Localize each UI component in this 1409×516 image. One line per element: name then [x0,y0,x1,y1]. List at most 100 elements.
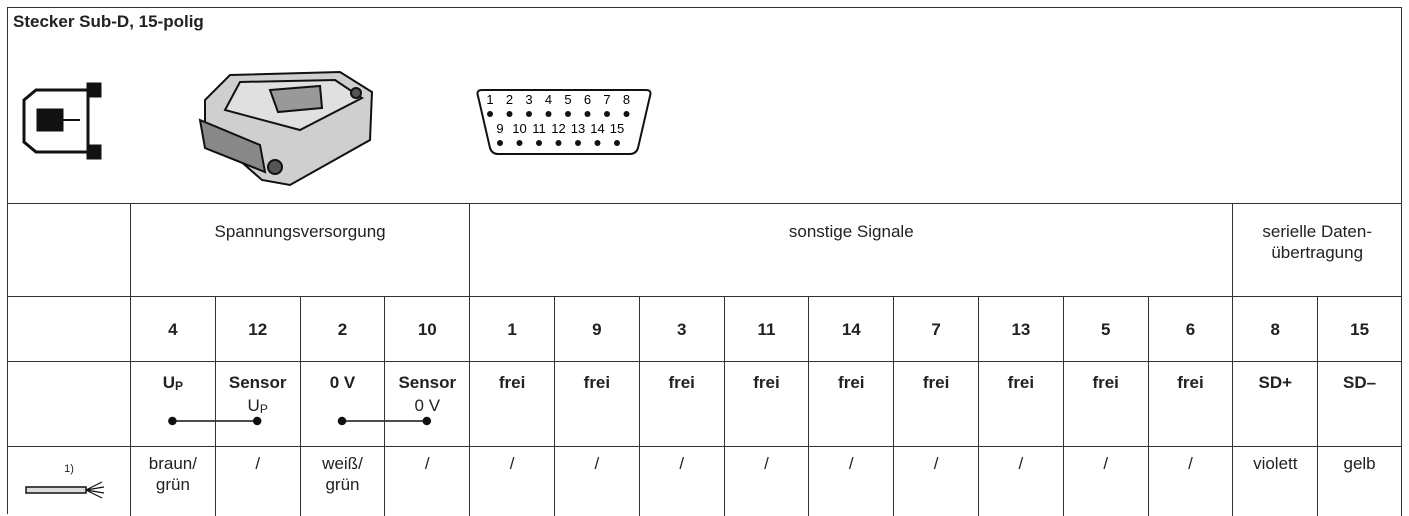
pin-number: 12 [248,319,268,339]
signal-label: Sensor [398,372,456,393]
pin-number: 6 [1185,319,1196,339]
group-label: Spannungsversorgung [214,222,386,241]
signal-label-text: frei [753,373,780,392]
header-box [7,7,1402,204]
signal-label-text: frei [668,373,695,392]
group-cell: sonstige Signale [469,203,1233,296]
signal-label-text: SD+ [1258,373,1293,392]
wire-cell: gelb [1317,446,1402,516]
pin-number: 15 [1350,319,1370,339]
group-cell: serielle Daten-übertragung [1232,203,1402,296]
signal-label-text: frei [583,373,611,392]
wire-color: / [1188,454,1193,473]
signal-cell: frei [554,361,639,446]
pin-number: 7 [931,319,941,339]
wire-color: / [933,454,939,473]
signal-cell: frei [469,361,554,446]
signal-cell: frei [808,361,894,446]
pin-number: 5 [1100,319,1111,339]
pin-cell: 14 [808,296,894,361]
wire-cell: / [893,446,978,516]
pin-cell: 11 [723,296,809,361]
row-header [7,203,130,296]
wire-cell: / [214,446,300,516]
row-header [7,361,130,446]
signal-note: 0 V [415,395,441,416]
pin-cell: 3 [638,296,724,361]
signal-label: SD+ [1259,372,1293,393]
wire-color: weiß/ grün [322,454,363,494]
signal-cell: Sensor 0 V [384,361,470,446]
wire-color: / [424,454,430,473]
wire-color: / [594,454,600,473]
pin-cell: 8 [1232,296,1318,361]
wire-cell: / [1147,446,1233,516]
wire-cell: braun/ grün [130,446,215,516]
signal-cell: SD– [1317,361,1402,446]
pin-cell: 1 [469,296,554,361]
signal-cell: frei [1147,361,1233,446]
wire-cell: / [384,446,470,516]
signal-label-text: frei [498,373,526,392]
wire-color: / [1018,454,1024,473]
wire-color: / [764,454,769,473]
signal-cell: SD+ [1232,361,1318,446]
row-header [7,296,130,361]
signal-label: Sensor [229,372,287,393]
wire-cell: / [723,446,809,516]
pin-cell: 6 [1147,296,1233,361]
pin-number: 1 [507,319,517,339]
wire-color: gelb [1343,454,1376,473]
signal-note-sub: P [259,402,268,416]
wire-color: / [509,454,515,473]
signal-label-text: frei [838,373,865,392]
signal-label: frei [1177,372,1203,393]
wire-color: / [848,454,854,473]
signal-label-text: 0 V [329,373,356,392]
signal-label-text: Sensor [398,373,457,392]
wire-cell: weiß/ grün [299,446,385,516]
pin-cell: 2 [299,296,385,361]
pin-number: 10 [417,319,437,339]
wire-cell: / [554,446,639,516]
pin-number: 8 [1270,319,1281,339]
signal-label: frei [923,372,949,393]
signal-note: UP [248,395,268,420]
pin-number: 13 [1011,319,1031,339]
footnote-mark: 1) [64,463,74,475]
pin-cell: 7 [893,296,978,361]
pin-number: 14 [841,319,861,339]
wire-cell: / [638,446,724,516]
pin-cell: 4 [130,296,215,361]
signal-label: 0 V [330,372,356,393]
signal-label-text: SD– [1343,373,1377,392]
signal-label-text: frei [1177,373,1204,392]
signal-label: frei [584,372,610,393]
pin-number: 11 [757,319,776,339]
signal-cell: frei [723,361,809,446]
title: Stecker Sub-D, 15-polig [13,12,204,31]
signal-cell: frei [978,361,1063,446]
group-label: sonstige Signale [788,222,914,241]
signal-label: SD– [1343,372,1376,393]
signal-label: frei [753,372,779,393]
wire-color: braun/ grün [148,454,197,494]
signal-label-text: frei [1092,373,1119,392]
row-header: 1) [7,446,130,514]
signal-label: frei [668,372,694,393]
wire-cell: / [1062,446,1148,516]
signal-label: frei [499,372,525,393]
pin-cell: 12 [214,296,300,361]
wire-cell: / [808,446,894,516]
wire-cell: violett [1232,446,1318,516]
signal-note-text: U [247,396,260,415]
pin-cell: 15 [1317,296,1402,361]
signal-cell: frei [1062,361,1148,446]
group-cell: Spannungsversorgung [130,203,470,296]
pin-cell: 13 [978,296,1063,361]
wire-cell: / [978,446,1063,516]
pin-number: 2 [337,319,348,339]
signal-cell: UP [130,361,215,446]
wire-color: / [679,454,685,473]
